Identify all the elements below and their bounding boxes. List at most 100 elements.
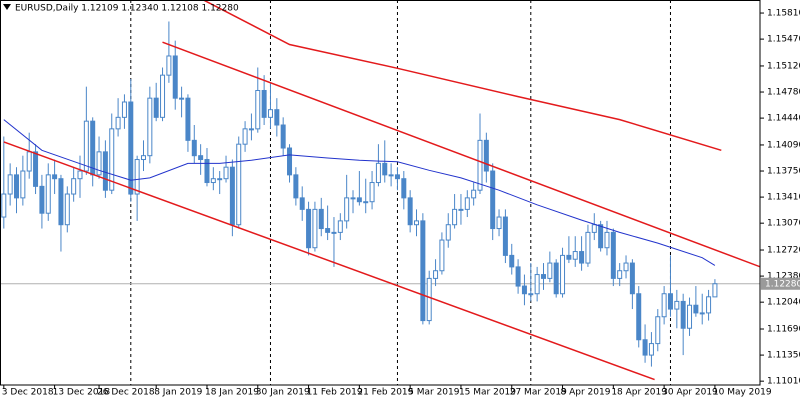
candle-body bbox=[64, 193, 70, 226]
candle-body bbox=[337, 220, 343, 233]
candle-body bbox=[591, 224, 597, 233]
candle-body bbox=[325, 228, 331, 233]
candle-body bbox=[179, 97, 185, 100]
candle-body bbox=[39, 185, 45, 214]
candle-body bbox=[90, 120, 96, 176]
candle-body bbox=[306, 208, 312, 249]
x-tick-label: 27 Mar 2019 bbox=[510, 388, 567, 398]
candle-body bbox=[642, 339, 648, 356]
candle-body bbox=[1, 193, 7, 218]
y-tick-label: 1.11350 bbox=[767, 351, 800, 361]
y-tick-label: 1.13070 bbox=[767, 219, 800, 229]
candle-body bbox=[33, 151, 39, 187]
x-tick-label: 30 Apr 2019 bbox=[662, 388, 718, 398]
y-tick-label: 1.13750 bbox=[767, 167, 800, 177]
candle-body bbox=[528, 293, 534, 296]
candle-body bbox=[274, 109, 280, 126]
plot-area bbox=[0, 0, 760, 385]
candle-body bbox=[388, 174, 394, 177]
candle-body bbox=[248, 128, 254, 131]
candle-body bbox=[198, 155, 204, 161]
candle-body bbox=[356, 197, 362, 203]
y-tick-label: 1.12040 bbox=[767, 298, 800, 308]
candle-body bbox=[121, 101, 127, 118]
candle-body bbox=[566, 254, 572, 260]
menu-arrow[interactable] bbox=[3, 4, 11, 10]
candle-body bbox=[407, 197, 413, 226]
x-tick-label: 5 Mar 2019 bbox=[408, 388, 460, 398]
candle-body bbox=[312, 208, 318, 249]
candle-body bbox=[661, 293, 667, 318]
chart-title: EURUSD,Daily 1.12109 1.12340 1.12108 1.1… bbox=[15, 4, 239, 14]
moving-average bbox=[201, 0, 722, 152]
candle-body bbox=[172, 55, 178, 99]
y-tick-label: 1.15810 bbox=[767, 9, 800, 19]
candle-body bbox=[318, 208, 324, 230]
candle-body bbox=[471, 189, 477, 199]
candle-body bbox=[20, 170, 26, 199]
candle-body bbox=[547, 262, 553, 279]
candle-body bbox=[693, 304, 699, 314]
candle-body bbox=[293, 174, 299, 199]
candle-body bbox=[344, 197, 350, 222]
candle-body bbox=[420, 220, 426, 322]
trend-line bbox=[162, 41, 760, 268]
candle-body bbox=[477, 139, 483, 191]
candle-body bbox=[255, 89, 261, 130]
candle-body bbox=[128, 101, 134, 195]
candle-body bbox=[483, 139, 489, 172]
candle-body bbox=[229, 166, 235, 226]
candle-body bbox=[394, 174, 400, 180]
x-tick-label: 30 Jan 2019 bbox=[256, 388, 310, 398]
y-tick-label: 1.15120 bbox=[767, 61, 800, 71]
candle-body bbox=[287, 147, 293, 176]
candle-body bbox=[236, 143, 242, 226]
candle-body bbox=[452, 208, 458, 226]
candle-body bbox=[210, 178, 216, 184]
plot-border bbox=[0, 0, 761, 386]
candle-body bbox=[712, 283, 718, 298]
candle-body bbox=[687, 304, 693, 329]
y-tick-label: 1.13410 bbox=[767, 193, 800, 203]
candle-body bbox=[242, 128, 248, 145]
candle-body bbox=[502, 216, 508, 256]
candle-body bbox=[96, 151, 102, 176]
candle-body bbox=[648, 343, 654, 356]
x-tick-label: 15 Mar 2019 bbox=[459, 388, 516, 398]
candle-body bbox=[667, 293, 673, 310]
y-tick-label: 1.11010 bbox=[767, 377, 800, 387]
candle-body bbox=[115, 116, 121, 130]
candle-body bbox=[7, 174, 13, 195]
y-tick-label: 1.12720 bbox=[767, 246, 800, 256]
candle-body bbox=[401, 178, 407, 199]
candle-body bbox=[579, 251, 585, 264]
candle-body bbox=[204, 159, 210, 184]
candle-body bbox=[331, 231, 337, 234]
candle-body bbox=[261, 89, 267, 118]
candle-body bbox=[585, 231, 591, 264]
candle-body bbox=[617, 270, 623, 279]
y-tick-label: 1.14440 bbox=[767, 114, 800, 124]
candle-body bbox=[71, 178, 77, 195]
moving-average bbox=[3, 119, 716, 266]
x-tick-label: 11 Feb 2019 bbox=[307, 388, 363, 398]
candle-body bbox=[553, 262, 559, 295]
price-label-box bbox=[761, 277, 800, 290]
x-tick-label: 18 Apr 2019 bbox=[611, 388, 667, 398]
candle-body bbox=[629, 262, 635, 295]
x-tick-label: 3 Dec 2018 bbox=[2, 388, 54, 398]
candle-body bbox=[280, 124, 286, 149]
candle-body bbox=[77, 170, 83, 180]
y-tick-label: 1.14090 bbox=[767, 140, 800, 150]
candle-body bbox=[52, 174, 58, 180]
candle-body bbox=[267, 109, 273, 118]
candle-body bbox=[14, 174, 20, 199]
candle-body bbox=[83, 120, 89, 172]
candle-body bbox=[185, 97, 191, 141]
candle-body bbox=[636, 293, 642, 341]
candle-body bbox=[655, 316, 661, 345]
candle-body bbox=[623, 262, 629, 272]
candle-body bbox=[375, 162, 381, 184]
